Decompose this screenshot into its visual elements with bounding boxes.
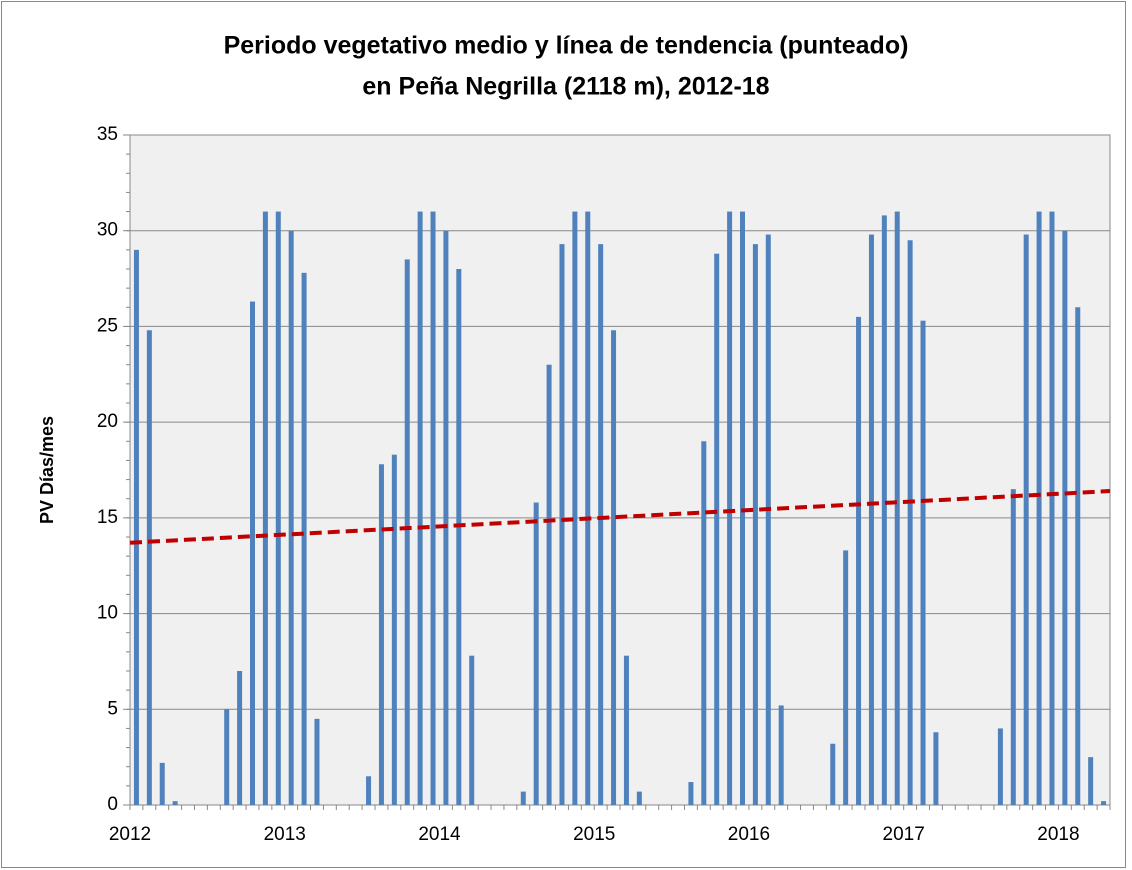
- y-tick-label: 5: [107, 698, 118, 719]
- bar: [366, 776, 372, 805]
- bar: [133, 249, 139, 805]
- bar: [636, 791, 642, 805]
- bar: [443, 230, 449, 805]
- bar: [920, 320, 926, 805]
- x-tick-label: 2013: [264, 824, 306, 845]
- y-tick-label: 15: [97, 507, 118, 528]
- bar: [1010, 489, 1016, 805]
- y-tick-label: 0: [107, 794, 118, 815]
- bar: [250, 301, 255, 805]
- bar: [469, 655, 475, 805]
- bar: [1101, 801, 1107, 805]
- bar: [456, 269, 462, 805]
- bar: [391, 454, 397, 805]
- bar: [623, 655, 629, 805]
- bar: [146, 330, 152, 805]
- bar: [933, 732, 939, 805]
- bar: [843, 550, 849, 805]
- bar: [1023, 234, 1029, 806]
- bar: [1075, 307, 1081, 805]
- bar: [572, 211, 578, 806]
- chart-title: en Peña Negrilla (2118 m), 2012-18: [362, 73, 769, 101]
- x-tick-label: 2014: [418, 824, 461, 845]
- x-tick-label: 2015: [573, 824, 615, 845]
- bar: [404, 259, 410, 805]
- bar: [301, 272, 307, 805]
- chart-title: Periodo vegetativo medio y línea de tend…: [224, 32, 909, 60]
- bar: [378, 464, 384, 805]
- bar: [559, 244, 565, 806]
- bar: [765, 234, 771, 806]
- bar: [598, 244, 604, 806]
- bar: [520, 791, 526, 805]
- x-tick-label: 2016: [728, 824, 770, 845]
- y-axis-label: PV Días/mes: [37, 416, 57, 524]
- bar: [430, 211, 436, 806]
- bar: [856, 316, 862, 805]
- bar: [830, 743, 836, 805]
- bar: [159, 762, 165, 805]
- bar: [275, 211, 281, 806]
- bar: [585, 211, 591, 806]
- bar: [868, 234, 874, 806]
- bar: [1036, 211, 1042, 806]
- bar: [224, 709, 230, 805]
- bar: [417, 211, 423, 806]
- bar: [611, 330, 617, 805]
- y-tick-label: 25: [97, 315, 118, 336]
- bar: [701, 441, 707, 805]
- bar: [740, 211, 745, 806]
- x-tick-label: 2012: [109, 824, 151, 845]
- bar: [907, 240, 913, 806]
- bar: [688, 782, 694, 805]
- bar: [881, 215, 887, 805]
- trend-line: [129, 489, 1111, 545]
- bar: [997, 728, 1003, 805]
- bar: [546, 364, 552, 805]
- bar: [1062, 230, 1068, 805]
- bar: [288, 230, 294, 805]
- bar: [778, 705, 784, 805]
- bar: [172, 801, 178, 805]
- bar: [237, 671, 243, 805]
- x-tick-label: 2017: [883, 824, 925, 845]
- x-tick-label: 2018: [1037, 824, 1079, 845]
- bar: [1049, 211, 1055, 806]
- bar: [714, 253, 720, 805]
- bar: [752, 244, 758, 806]
- bar: [533, 502, 539, 805]
- bar: [314, 718, 320, 805]
- y-tick-label: 35: [97, 124, 118, 145]
- bar: [262, 211, 268, 806]
- y-tick-label: 20: [97, 411, 118, 432]
- bar: [894, 211, 900, 806]
- y-tick-label: 30: [97, 220, 118, 241]
- bar: [1088, 757, 1094, 805]
- bar: [727, 211, 733, 806]
- y-tick-label: 10: [97, 603, 118, 624]
